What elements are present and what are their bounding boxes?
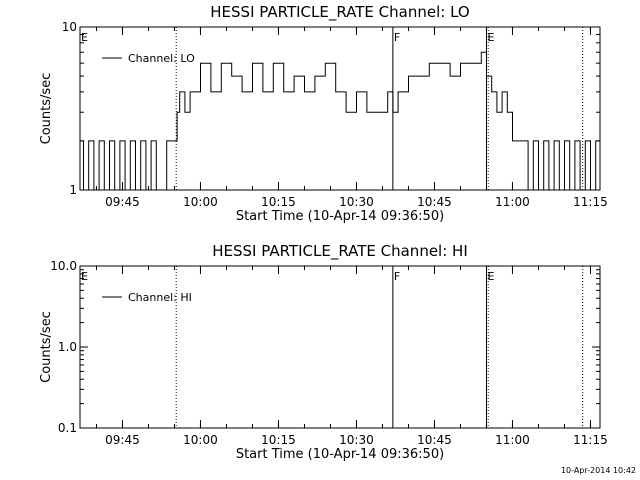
chart1-x-tick-label: 10:45 — [417, 195, 452, 209]
chart2-x-tick-label: 10:30 — [339, 433, 374, 447]
chart2-y-tick-label: 0.1 — [58, 421, 77, 435]
chart1-x-axis-label: Start Time (10-Apr-14 09:36:50) — [236, 209, 444, 224]
chart1-y-tick-label: 1 — [69, 183, 77, 197]
chart2-x-tick-label: 11:00 — [495, 433, 530, 447]
chart1-x-tick-label: 11:00 — [495, 195, 530, 209]
chart2-legend-label: Channel: HI — [128, 291, 192, 304]
chart1-x-tick-label: 10:15 — [261, 195, 296, 209]
chart1-event-marker-label: F — [394, 31, 400, 44]
chart1-y-axis-label: Counts/sec — [39, 73, 54, 145]
chart1-x-tick-label: 10:30 — [339, 195, 374, 209]
chart1-x-tick-label: 10:00 — [183, 195, 218, 209]
chart2-x-tick-label: 10:15 — [261, 433, 296, 447]
plot-timestamp: 10-Apr-2014 10:42 — [560, 466, 636, 475]
chart1-event-marker-label: E — [487, 31, 494, 44]
chart1-x-tick-label: 09:45 — [105, 195, 140, 209]
chart2-x-tick-label: 10:45 — [417, 433, 452, 447]
chart2-event-marker-label: E — [81, 270, 88, 283]
chart2-title: HESSI PARTICLE_RATE Channel: HI — [212, 242, 468, 261]
chart2-x-tick-label: 10:00 — [183, 433, 218, 447]
chart2-event-marker-label: E — [487, 270, 494, 283]
chart2-x-tick-label: 11:15 — [573, 433, 608, 447]
chart1-legend-label: Channel: LO — [128, 52, 195, 65]
chart2-event-marker-label: F — [394, 270, 400, 283]
chart2-x-tick-label: 09:45 — [105, 433, 140, 447]
chart2-x-axis-label: Start Time (10-Apr-14 09:36:50) — [236, 447, 444, 462]
chart1-title: HESSI PARTICLE_RATE Channel: LO — [210, 3, 469, 22]
chart2-y-axis-label: Counts/sec — [39, 311, 54, 383]
chart1-y-tick-label: 10 — [62, 20, 77, 34]
chart2-y-tick-label: 10.0 — [50, 259, 77, 273]
chart1-event-marker-label: E — [81, 31, 88, 44]
chart1-series-line — [80, 51, 601, 191]
chart1-x-tick-label: 11:15 — [573, 195, 608, 209]
chart2-y-tick-label: 1.0 — [58, 340, 77, 354]
